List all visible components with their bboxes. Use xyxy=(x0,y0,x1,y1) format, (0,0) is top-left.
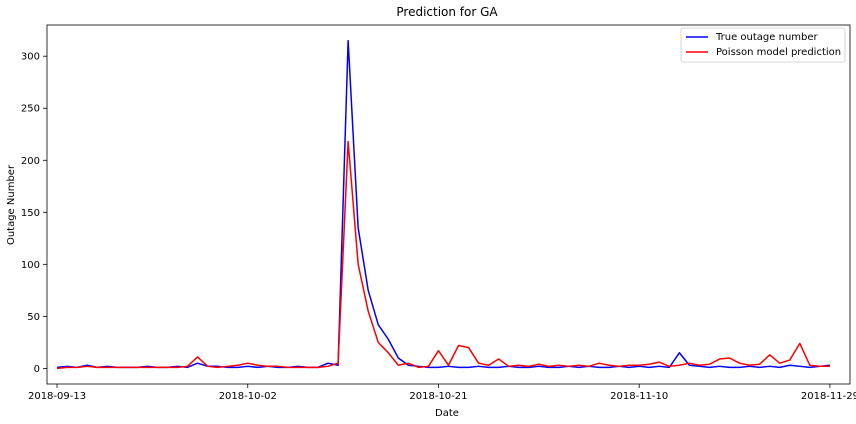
legend-box xyxy=(680,27,846,63)
y-tick-label: 200 xyxy=(21,156,40,167)
y-axis-label: Outage Number xyxy=(6,164,17,245)
series-line-true xyxy=(56,39,830,369)
legend: True outage number Poisson model predict… xyxy=(680,27,846,63)
y-tick-label: 250 xyxy=(21,104,40,115)
x-tick-label: 2018-09-13 xyxy=(28,391,86,402)
x-tick-label: 2018-11-29 xyxy=(801,391,856,402)
y-tick-label: 0 xyxy=(34,364,40,375)
x-tick-label: 2018-10-02 xyxy=(219,391,277,402)
y-tick-label: 100 xyxy=(21,260,40,271)
legend-label-true: True outage number xyxy=(715,32,819,43)
chart-title: Prediction for GA xyxy=(396,5,498,19)
y-axis: 0 50 100 150 200 250 300 xyxy=(21,52,47,375)
x-tick-label: 2018-11-10 xyxy=(610,391,668,402)
y-tick-label: 150 xyxy=(21,208,40,219)
y-tick-label: 50 xyxy=(27,312,40,323)
y-tick-label: 300 xyxy=(21,52,40,63)
x-tick-label: 2018-10-21 xyxy=(409,391,467,402)
x-axis: 2018-09-13 2018-10-02 2018-10-21 2018-11-10… xyxy=(28,384,856,402)
plot-area xyxy=(56,39,830,370)
legend-label-prediction: Poisson model prediction xyxy=(716,47,841,58)
series-line-prediction xyxy=(56,140,830,370)
plot-frame xyxy=(46,24,851,385)
x-axis-label: Date xyxy=(435,408,459,419)
